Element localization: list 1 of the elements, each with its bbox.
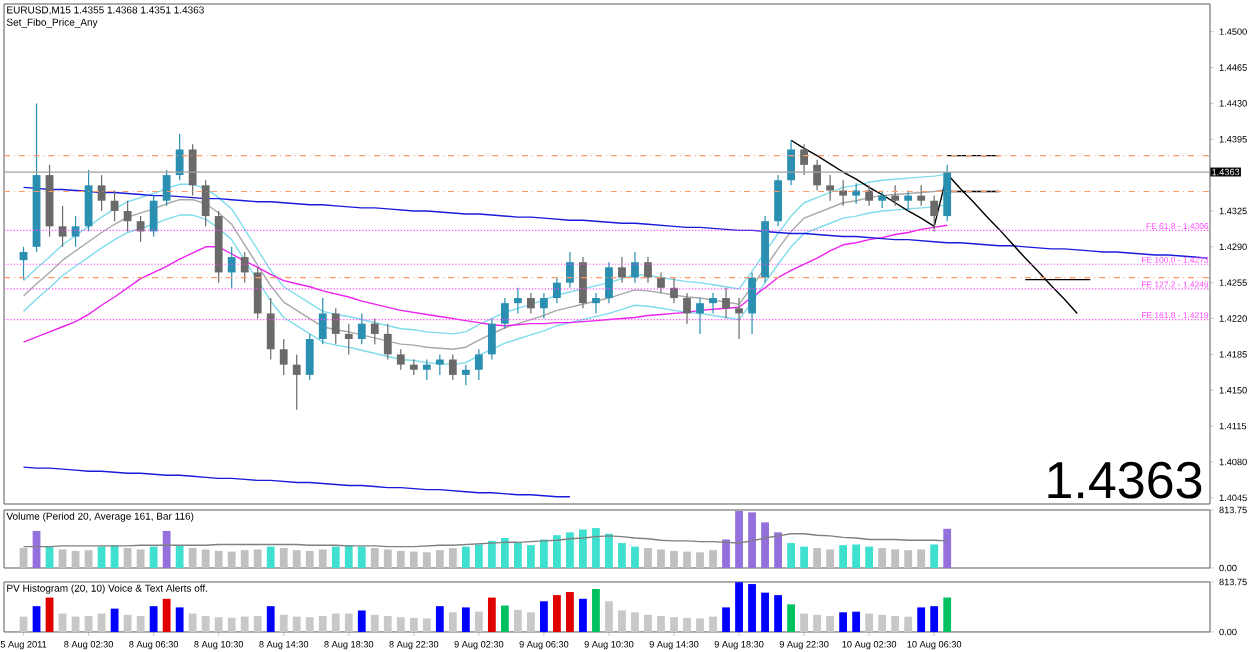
annotation: 1.4363 bbox=[1048, 461, 1202, 499]
